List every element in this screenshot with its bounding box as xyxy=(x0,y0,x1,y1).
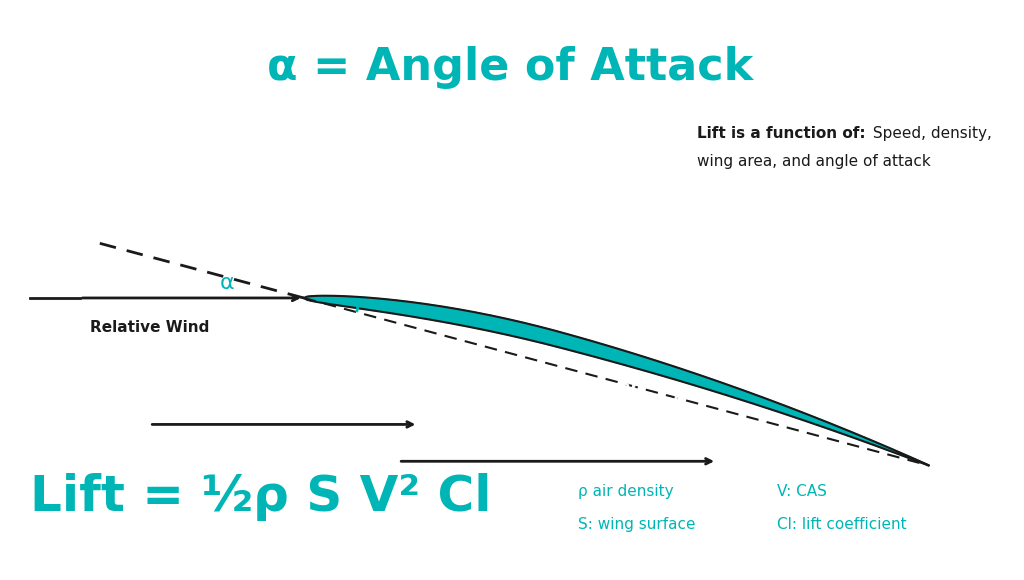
Polygon shape xyxy=(304,296,929,466)
Text: Lift = ½ρ S V² Cl: Lift = ½ρ S V² Cl xyxy=(30,473,492,521)
Text: α: α xyxy=(219,274,234,293)
Text: Relative Wind: Relative Wind xyxy=(90,320,209,335)
Text: wing area, and angle of attack: wing area, and angle of attack xyxy=(697,154,931,169)
Text: ρ air density: ρ air density xyxy=(578,484,673,499)
Text: S: wing surface: S: wing surface xyxy=(578,517,695,532)
Text: Speed, density,: Speed, density, xyxy=(868,126,992,141)
Text: V: CAS: V: CAS xyxy=(777,484,826,499)
Text: Cl: lift coefficient: Cl: lift coefficient xyxy=(777,517,906,532)
Text: α = Angle of Attack: α = Angle of Attack xyxy=(266,46,753,89)
Text: Chord: Chord xyxy=(612,379,680,414)
Text: Lift is a function of:: Lift is a function of: xyxy=(697,126,865,141)
